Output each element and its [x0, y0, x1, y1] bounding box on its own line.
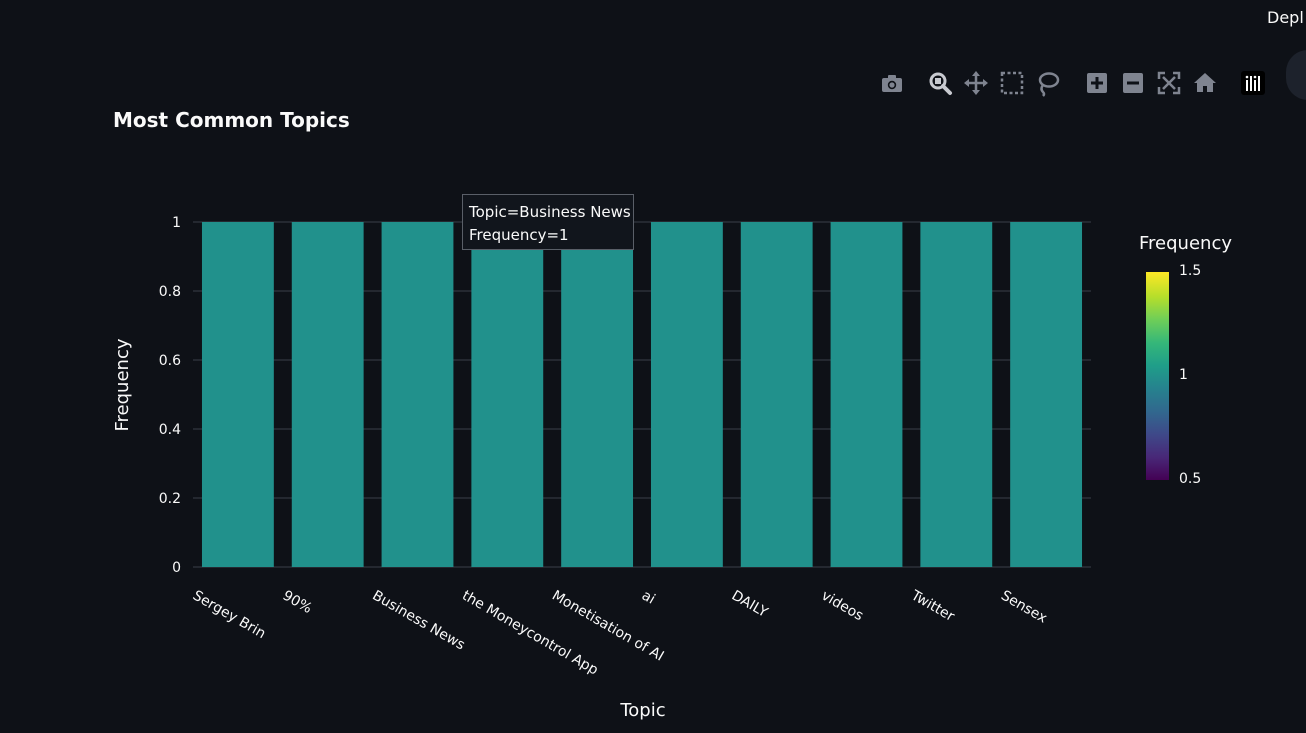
colorbar-tick-mid: 1 [1179, 367, 1188, 383]
tooltip-topic: Topic=Business News [469, 203, 631, 221]
colorbar-tick-max: 1.5 [1179, 263, 1202, 279]
y-tick-label: 1 [172, 215, 181, 231]
reset-axes-button[interactable] [1191, 69, 1219, 97]
zoom-out-icon [1123, 73, 1143, 93]
home-icon [1194, 73, 1216, 92]
bar[interactable] [201, 222, 274, 567]
bars [201, 222, 1083, 567]
bar[interactable] [381, 222, 454, 567]
bar[interactable] [740, 222, 813, 567]
y-tick-label: 0.4 [159, 422, 181, 438]
autoscale-icon [1157, 71, 1181, 95]
plotly-logo-icon [1241, 71, 1265, 95]
box-select-button[interactable] [998, 69, 1026, 97]
menu-icon: ⋮ [1300, 66, 1306, 82]
pan-icon [964, 71, 988, 95]
colorbar-tick-min: 0.5 [1179, 471, 1202, 487]
bar[interactable] [650, 222, 723, 567]
bar[interactable] [830, 222, 903, 567]
y-tick-label: 0.2 [159, 491, 181, 507]
bar[interactable] [471, 222, 544, 567]
y-axis-ticks: 0 0.2 0.4 0.6 0.8 1 [159, 215, 181, 576]
bar[interactable] [920, 222, 993, 567]
y-tick-label: 0 [172, 560, 181, 576]
plotly-logo-button[interactable] [1239, 69, 1267, 97]
box-select-icon [1000, 71, 1024, 95]
colorbar-gradient [1146, 272, 1169, 480]
y-tick-label: 0.8 [159, 284, 181, 300]
bar[interactable] [561, 222, 634, 567]
colorbar [1146, 272, 1169, 480]
zoom-button[interactable] [926, 69, 954, 97]
x-axis-title: Topic [619, 700, 665, 721]
x-tick-label: ai [639, 588, 658, 608]
x-tick-label: DAILY [729, 588, 771, 621]
x-tick-label: Sergey Brin [190, 588, 268, 643]
y-tick-label: 0.6 [159, 353, 181, 369]
zoom-in-button[interactable] [1083, 69, 1111, 97]
zoom-icon [929, 72, 952, 95]
x-tick-label: Business News [370, 588, 468, 654]
y-axis-title: Frequency [112, 338, 133, 431]
x-tick-label: Sensex [998, 588, 1050, 627]
lasso-icon [1038, 72, 1060, 97]
chart-title: Most Common Topics [113, 108, 350, 132]
colorbar-title: Frequency [1139, 233, 1232, 254]
zoom-out-button[interactable] [1119, 69, 1147, 97]
bar[interactable] [291, 222, 364, 567]
deploy-button[interactable]: Depl [1267, 8, 1304, 27]
hover-tooltip: Topic=Business News Frequency=1 [462, 194, 634, 250]
x-tick-label: 90% [280, 588, 315, 617]
main-menu-button[interactable]: ⋮ [1286, 50, 1306, 100]
zoom-in-icon [1087, 73, 1107, 93]
pan-button[interactable] [962, 69, 990, 97]
camera-icon [882, 75, 902, 92]
tooltip-frequency: Frequency=1 [469, 226, 569, 244]
autoscale-button[interactable] [1155, 69, 1183, 97]
x-tick-label: Twitter [907, 587, 957, 625]
x-tick-label: videos [819, 588, 866, 625]
download-plot-button[interactable] [878, 69, 906, 97]
lasso-select-button[interactable] [1034, 69, 1062, 97]
bar[interactable] [1010, 222, 1083, 567]
